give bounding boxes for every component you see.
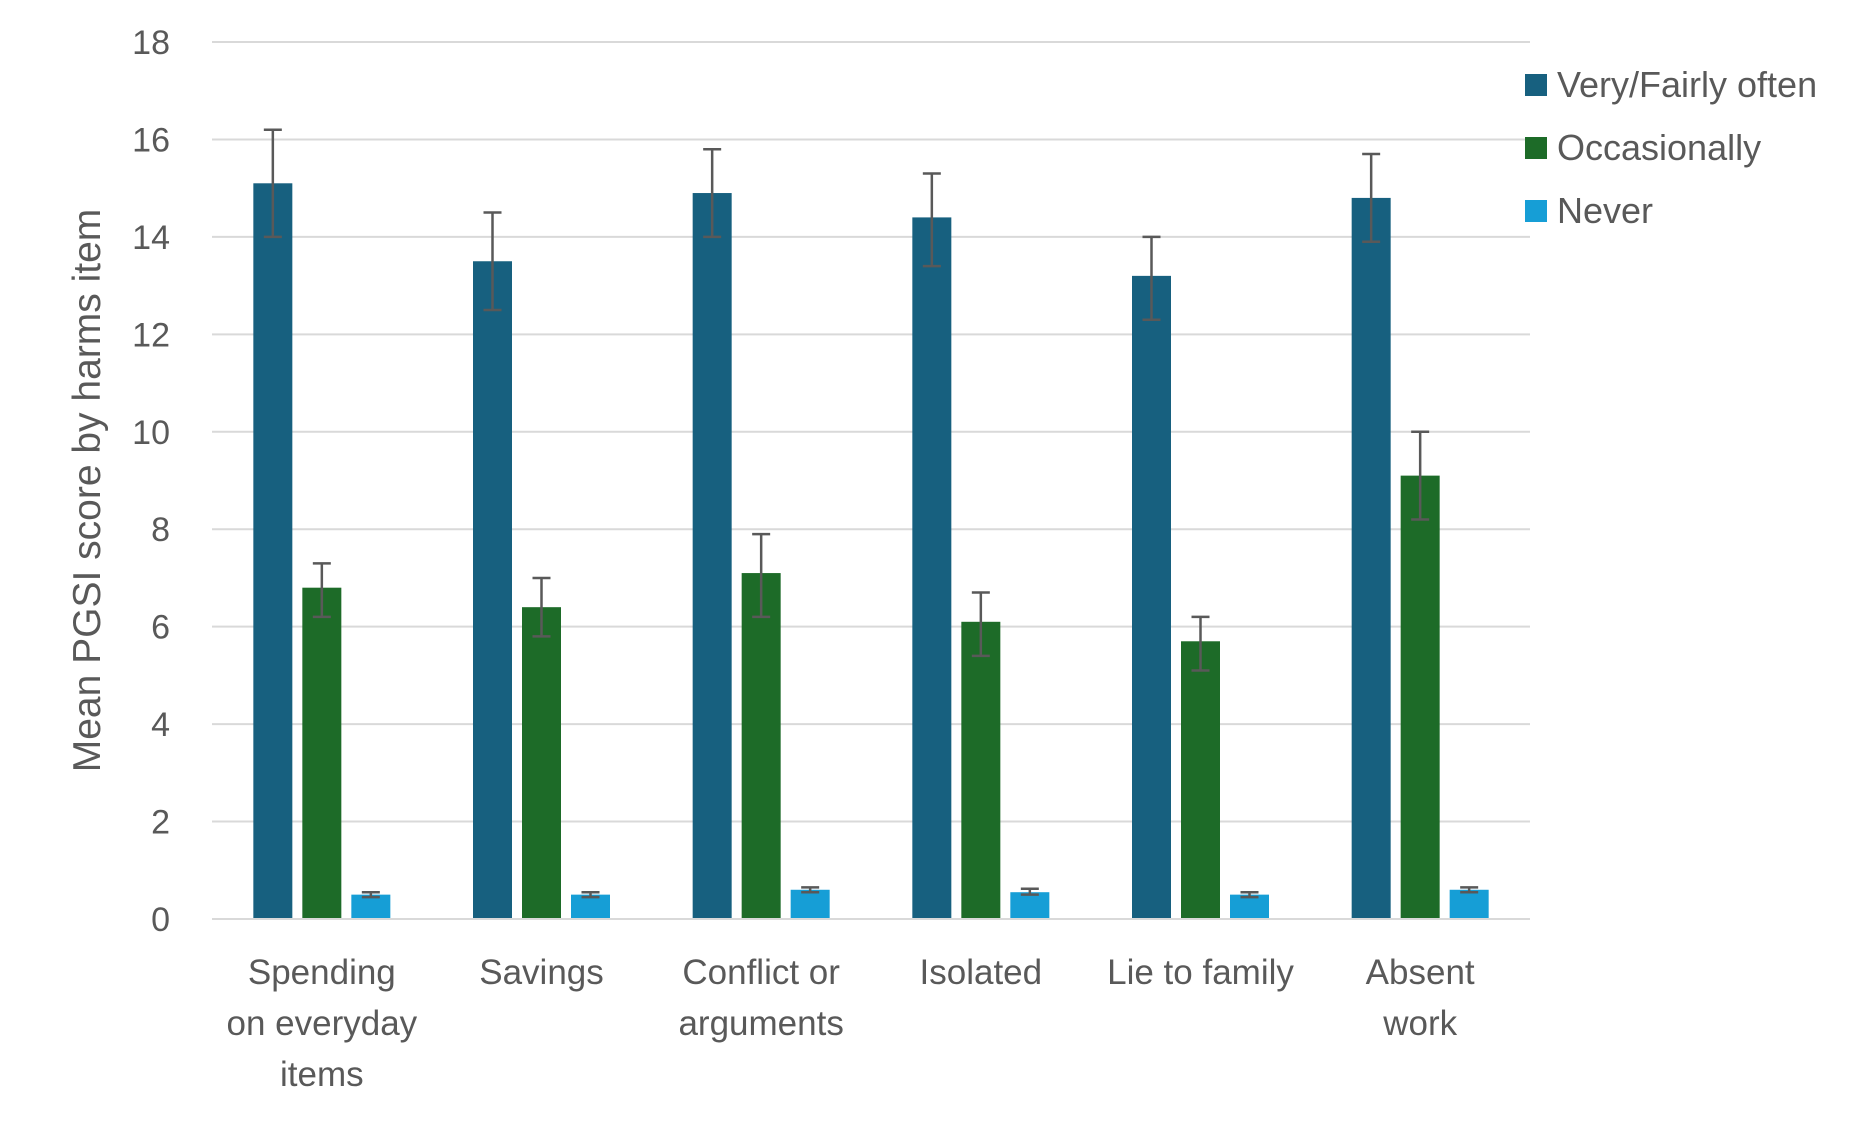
y-tick-label: 10 [132,414,170,452]
bar [571,894,610,919]
bar [351,894,391,919]
legend-label: Very/Fairly often [1557,64,1817,105]
x-tick-label: Spending on everyday items [226,953,417,1094]
y-tick-label: 16 [132,121,170,159]
bar [1351,197,1391,919]
bar [522,607,561,919]
legend-swatch [1525,137,1547,159]
bar [741,573,781,919]
bar [692,193,732,920]
y-axis-ticks: 0 2 4 6 8 10 12 14 16 18 [132,24,170,939]
legend: Very/Fairly often Occasionally Never [1525,64,1817,231]
bar [1181,641,1220,919]
bar [1132,275,1171,919]
y-tick-label: 6 [151,609,170,647]
bar [253,183,293,920]
x-tick-label: Conflict or arguments [678,953,843,1043]
legend-label: Occasionally [1557,127,1761,168]
bar [1230,894,1269,919]
y-tick-label: 18 [132,24,170,62]
bars [253,183,1489,920]
y-axis-title: Mean PGSI score by harms item [66,209,109,773]
bar [912,217,952,919]
legend-swatch [1525,200,1547,222]
error-bars [263,128,1479,899]
bar [473,261,512,919]
y-tick-label: 8 [151,511,170,549]
x-tick-label: Absent work [1366,953,1475,1043]
x-tick-label: Isolated [920,953,1043,992]
legend-swatch [1525,74,1547,96]
bar [1449,889,1489,919]
bar [302,587,342,919]
y-tick-label: 4 [151,706,170,744]
legend-label: Never [1557,190,1653,231]
bar [961,621,1001,919]
bar [1400,475,1440,919]
y-tick-label: 2 [151,804,170,842]
y-tick-label: 0 [151,901,170,939]
x-tick-label: Lie to family [1107,953,1294,992]
bar [1010,892,1050,919]
y-tick-label: 12 [132,316,170,354]
y-tick-label: 14 [132,219,170,257]
x-tick-label: Savings [479,953,604,992]
x-axis-labels: Spending on everyday items Savings Conflict … [226,953,1474,1094]
gridlines [212,41,1530,823]
bar [790,889,830,919]
